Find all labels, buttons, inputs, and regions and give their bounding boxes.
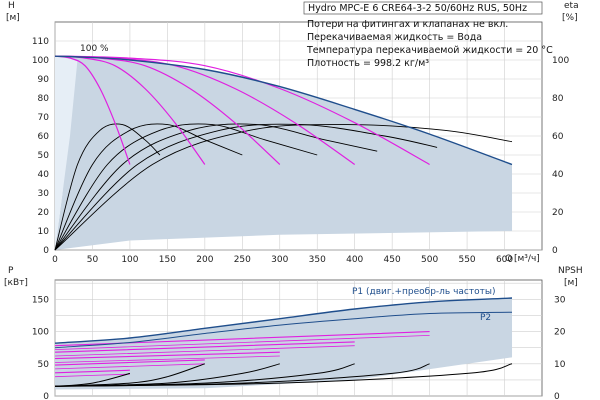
efficiency-curve-1 [54, 123, 161, 251]
note-density: Плотность = 998.2 кг/м³ [307, 58, 429, 69]
q-tick-label: 350 [309, 255, 326, 265]
head-tick-label: 90 [38, 75, 50, 85]
eta-tick-label: 40 [552, 170, 564, 180]
eta-label: eta [564, 1, 579, 11]
eta-tick-label: 60 [552, 132, 564, 142]
q-tick-label: 450 [384, 255, 401, 265]
pump-curve-1 [54, 55, 131, 165]
q-tick-label: 50 [87, 255, 99, 265]
q-tick-label: 500 [421, 255, 438, 265]
head-tick-label: 80 [38, 94, 50, 104]
power-tick-label: 150 [32, 295, 49, 305]
p2-label: P2 [480, 313, 491, 323]
power-panel: 0 50 100 150 0 10 20 30 P [кВт] NPSH [м] P1 (дв… [4, 266, 583, 400]
head-ticks: 0 50 100 150 200 250 300 350 400 450 500 550 6000102… [32, 37, 570, 265]
head-tick-label: 110 [32, 37, 49, 47]
head-tick-label: 0 [43, 246, 49, 256]
power-envelope [55, 298, 513, 390]
head-tick-label: 60 [38, 132, 50, 142]
q-tick-label: 100 [121, 255, 138, 265]
npsh-unit: [м] [564, 278, 578, 288]
head-y-unit: [м] [6, 13, 20, 23]
power-tick-label: 100 [32, 328, 49, 338]
head-tick-label: 70 [38, 113, 50, 123]
head-tick-label: 20 [38, 208, 50, 218]
q-tick-label: 150 [159, 255, 176, 265]
npsh-tick-label: 20 [554, 328, 566, 338]
p2-max-curve [54, 311, 513, 349]
q-axis-unit: [м³/ч] [514, 254, 540, 264]
npsh-tick-label: 30 [554, 295, 566, 305]
power-curve-p2-2 [54, 363, 205, 370]
efficiency-curve-4 [54, 123, 378, 251]
note-fittings: Потери на фитингах и клапанах не вкл. [307, 19, 508, 30]
npsh-tick-label: 0 [554, 392, 560, 400]
power-y-label: P [8, 266, 14, 276]
power-curve-1 [54, 369, 130, 374]
power-y-unit: [кВт] [4, 278, 28, 288]
q-axis-label: Q [505, 254, 512, 264]
head-y-label: H [8, 1, 15, 11]
head-tick-label: 30 [38, 189, 50, 199]
efficiency-curve-3 [54, 123, 318, 251]
power-tick-label: 50 [38, 360, 50, 370]
head-envelope [55, 56, 513, 251]
q-tick-label: 550 [458, 255, 475, 265]
q-tick-label: 600 [496, 255, 513, 265]
note-temperature: Температура перекачиваемой жидкости = 20… [306, 45, 553, 56]
pump-curve-5 [54, 55, 430, 166]
eta-unit: [%] [562, 13, 578, 23]
head-tick-label: 10 [38, 227, 50, 237]
q-tick-label: 250 [234, 255, 251, 265]
head-panel: 0 50 100 150 200 250 300 350 400 450 500 550 6000102… [6, 1, 579, 265]
head-tick-label: 40 [38, 170, 50, 180]
head-curves [54, 55, 513, 251]
power-curves [54, 297, 513, 387]
efficiency-curve-6 [54, 124, 513, 251]
low-flow-zone [55, 56, 78, 251]
speed-label: 100 % [80, 44, 109, 54]
npsh-tick-label: 10 [554, 360, 566, 370]
eta-tick-label: 100 [552, 56, 569, 66]
p1-label: P1 (двиг.+преобр-ль частоты) [352, 287, 496, 297]
q-tick-label: 400 [346, 255, 363, 265]
power-ticks: 0 50 100 150 0 10 20 30 [32, 295, 566, 400]
chart-title: Hydro MPC-E 6 CRE64-3-2 50/60Hz RUS, 50H… [308, 3, 527, 14]
npsh-curve-6 [54, 363, 513, 387]
head-tick-label: 50 [38, 151, 50, 161]
power-tick-label: 0 [43, 392, 49, 400]
npsh-label: NPSH [558, 266, 583, 276]
power-curve-p2-3 [54, 355, 280, 363]
q-tick-label: 200 [196, 255, 213, 265]
q-tick-label: 0 [52, 255, 58, 265]
power-envelope-area [55, 298, 513, 390]
power-curve-5 [54, 331, 430, 347]
note-liquid: Перекачиваемая жидкость = Вода [307, 32, 482, 43]
power-curve-p2-5 [54, 335, 430, 350]
efficiency-curve-5 [54, 123, 438, 251]
info-box [303, 1, 543, 15]
eta-tick-label: 0 [552, 246, 558, 256]
q-tick-label: 300 [271, 255, 288, 265]
power-curve-4 [54, 341, 355, 353]
head-tick-label: 100 [32, 56, 49, 66]
max-head-curve [54, 55, 513, 166]
head-envelope-area [55, 56, 513, 251]
p1-max-curve [54, 297, 513, 344]
eta-tick-label: 20 [552, 208, 564, 218]
power-curve-p2-4 [54, 345, 355, 357]
eta-tick-label: 80 [552, 94, 564, 104]
power-curve-2 [54, 359, 205, 366]
power-curve-3 [54, 351, 280, 360]
